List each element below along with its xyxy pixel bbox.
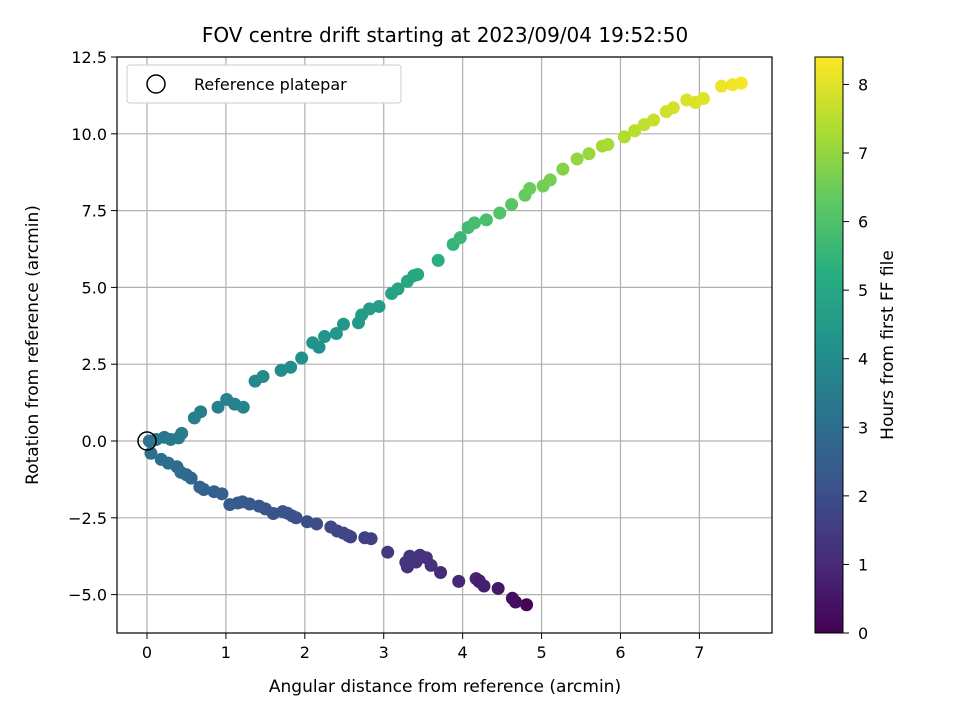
data-point (617, 130, 631, 144)
data-point (284, 360, 298, 374)
legend-label: Reference platepar (194, 75, 347, 94)
colorbar-tick-label: 0 (858, 624, 868, 643)
colorbar-ticks: 0 1 2 3 4 5 6 7 8 (843, 75, 868, 643)
colorbar: 0 1 2 3 4 5 6 7 8 Hours from first FF file (814, 56, 898, 643)
legend: Reference platepar (126, 64, 402, 104)
data-point (175, 426, 189, 440)
y-tick-label: 7.5 (82, 202, 107, 221)
data-point (467, 216, 481, 230)
data-point (336, 317, 350, 331)
x-tick-label: 0 (142, 643, 152, 662)
data-point (324, 520, 338, 534)
data-point (207, 485, 221, 499)
data-point (491, 581, 505, 595)
data-point (236, 400, 250, 414)
y-tick-label: 12.5 (71, 48, 107, 67)
colorbar-tick-label: 3 (858, 418, 868, 437)
data-point (505, 197, 519, 211)
plot-frame (116, 56, 773, 634)
data-point (601, 138, 615, 152)
data-point (329, 326, 343, 340)
data-point (193, 480, 207, 494)
x-axis-ticks: 0 1 2 3 4 5 6 7 (142, 633, 704, 662)
data-point (452, 574, 466, 588)
data-point (493, 206, 507, 220)
x-tick-label: 7 (694, 643, 704, 662)
data-point (381, 545, 395, 559)
y-tick-label: −5.0 (68, 586, 107, 605)
data-point (318, 330, 332, 344)
x-tick-label: 2 (300, 643, 310, 662)
data-point (523, 181, 537, 195)
data-point (582, 147, 596, 161)
data-point (479, 213, 493, 227)
data-point (520, 598, 534, 612)
colorbar-tick-label: 1 (858, 555, 868, 574)
grid (117, 56, 772, 633)
colorbar-tick-label: 8 (858, 75, 868, 94)
colorbar-tick-label: 5 (858, 281, 868, 300)
colorbar-tick-label: 2 (858, 487, 868, 506)
data-point (295, 351, 309, 365)
chart-title: FOV centre drift starting at 2023/09/04 … (202, 23, 688, 47)
colorbar-tick-label: 4 (858, 350, 868, 369)
data-point (543, 173, 557, 187)
legend-marker (146, 74, 166, 94)
data-point (431, 253, 445, 267)
data-point (714, 79, 728, 93)
colorbar-tick-label: 6 (858, 213, 868, 232)
y-tick-label: −2.5 (68, 509, 107, 528)
data-point (647, 113, 661, 127)
legend-box (126, 64, 402, 104)
y-axis-label: Rotation from reference (arcmin) (23, 205, 43, 485)
x-tick-label: 4 (458, 643, 468, 662)
data-point (223, 498, 237, 512)
data-points (142, 76, 748, 612)
data-point (453, 231, 467, 245)
data-point (256, 369, 270, 383)
data-point (154, 452, 168, 466)
data-point (556, 162, 570, 176)
x-tick-label: 6 (615, 643, 625, 662)
y-tick-label: 2.5 (82, 355, 107, 374)
data-point (211, 400, 225, 414)
x-tick-label: 1 (221, 643, 231, 662)
data-point (312, 340, 326, 354)
x-tick-label: 5 (536, 643, 546, 662)
data-point (505, 591, 519, 605)
data-point (300, 515, 314, 529)
reference-platepar-marker (137, 431, 157, 451)
data-point (391, 282, 405, 296)
data-point (411, 267, 425, 281)
data-point (628, 124, 642, 138)
data-point (372, 299, 386, 313)
data-point (666, 101, 680, 115)
y-tick-label: 0.0 (82, 432, 107, 451)
data-point (734, 76, 748, 90)
colorbar-tick-label: 7 (858, 144, 868, 163)
y-tick-label: 5.0 (82, 278, 107, 297)
colorbar-label: Hours from first FF file (878, 250, 898, 440)
x-axis-label: Angular distance from reference (arcmin) (269, 677, 621, 697)
data-point (570, 152, 584, 166)
colorbar-gradient (814, 56, 844, 634)
data-point (399, 555, 413, 569)
data-point (358, 531, 372, 545)
data-point (472, 574, 486, 588)
data-point (696, 91, 710, 105)
data-point (434, 565, 448, 579)
x-tick-label: 3 (379, 643, 389, 662)
data-point (194, 405, 208, 419)
y-axis-ticks: −5.0 −2.5 0.0 2.5 5.0 7.5 10.0 12.5 (68, 48, 117, 605)
y-tick-label: 10.0 (71, 125, 107, 144)
